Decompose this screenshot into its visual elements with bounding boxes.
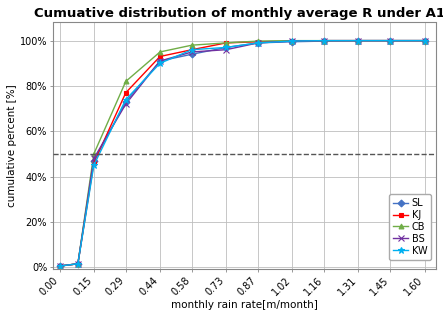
Line: KW: KW (57, 37, 428, 269)
KW (157, 61, 163, 65)
BS (123, 102, 128, 106)
KW (91, 163, 97, 167)
SL (75, 262, 81, 266)
BS (189, 50, 194, 54)
BS (91, 157, 97, 160)
SL (157, 59, 163, 63)
BS (157, 59, 163, 63)
BS (322, 39, 327, 42)
Line: BS: BS (57, 38, 427, 269)
CB (422, 39, 427, 42)
SL (91, 159, 97, 163)
KW (322, 39, 327, 42)
BS (290, 39, 295, 43)
KW (189, 48, 194, 52)
BS (422, 39, 427, 42)
KJ (256, 40, 261, 44)
KW (388, 39, 393, 42)
BS (356, 39, 361, 42)
CB (322, 39, 327, 42)
X-axis label: monthly rain rate[m/month]: monthly rain rate[m/month] (171, 300, 318, 310)
Legend: SL, KJ, CB, BS, KW: SL, KJ, CB, BS, KW (389, 194, 431, 260)
BS (224, 48, 229, 52)
Line: KJ: KJ (57, 38, 427, 268)
KJ (224, 41, 229, 45)
CB (388, 39, 393, 42)
KJ (322, 39, 327, 42)
KW (224, 46, 229, 49)
Y-axis label: cumulative percent [%]: cumulative percent [%] (7, 85, 17, 207)
BS (388, 39, 393, 42)
KJ (388, 39, 393, 42)
KW (422, 39, 427, 42)
CB (157, 50, 163, 54)
CB (57, 264, 62, 268)
Line: CB: CB (57, 38, 427, 268)
BS (57, 264, 62, 268)
KW (57, 264, 62, 268)
KW (256, 41, 261, 45)
SL (388, 39, 393, 42)
SL (322, 39, 327, 43)
SL (256, 41, 261, 45)
KW (356, 39, 361, 42)
CB (224, 41, 229, 45)
CB (75, 262, 81, 266)
CB (290, 39, 295, 42)
KJ (290, 39, 295, 43)
CB (91, 152, 97, 156)
KJ (57, 264, 62, 268)
CB (256, 39, 261, 43)
KJ (75, 262, 81, 266)
BS (256, 41, 261, 45)
KJ (356, 39, 361, 42)
SL (224, 46, 229, 49)
CB (123, 80, 128, 83)
KJ (422, 39, 427, 42)
SL (356, 39, 361, 42)
KJ (123, 91, 128, 95)
KJ (91, 161, 97, 165)
SL (57, 264, 62, 268)
SL (123, 100, 128, 104)
KW (123, 98, 128, 101)
KW (290, 39, 295, 43)
BS (75, 262, 81, 266)
CB (356, 39, 361, 42)
KJ (189, 48, 194, 52)
SL (290, 40, 295, 44)
Title: Cumuative distribution of monthly average R under A1B: Cumuative distribution of monthly averag… (34, 7, 443, 20)
KW (75, 262, 81, 266)
SL (422, 39, 427, 42)
KJ (157, 55, 163, 58)
SL (189, 52, 194, 56)
CB (189, 43, 194, 47)
Line: SL: SL (57, 38, 427, 268)
